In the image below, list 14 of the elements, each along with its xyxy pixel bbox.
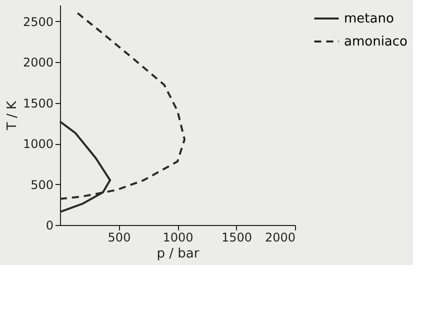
x-tick-label: 2000 — [264, 230, 296, 244]
y-tick-label: 0 — [46, 218, 54, 232]
x-tick-label: 1500 — [221, 230, 252, 244]
x-axis-title: p / bar — [156, 246, 200, 262]
y-tick-label: 1000 — [22, 137, 54, 152]
x-tick-label: 1000 — [162, 230, 194, 244]
y-tick-label: 2500 — [22, 14, 54, 29]
legend-label: amoniaco — [344, 34, 408, 50]
x-tick-label: 500 — [108, 230, 131, 244]
y-tick-label: 1500 — [22, 96, 54, 110]
y-axis-title: T / K — [4, 100, 20, 132]
y-tick-label: 500 — [30, 178, 54, 192]
legend-label: metano — [344, 12, 394, 26]
y-tick-label: 2000 — [22, 56, 54, 70]
